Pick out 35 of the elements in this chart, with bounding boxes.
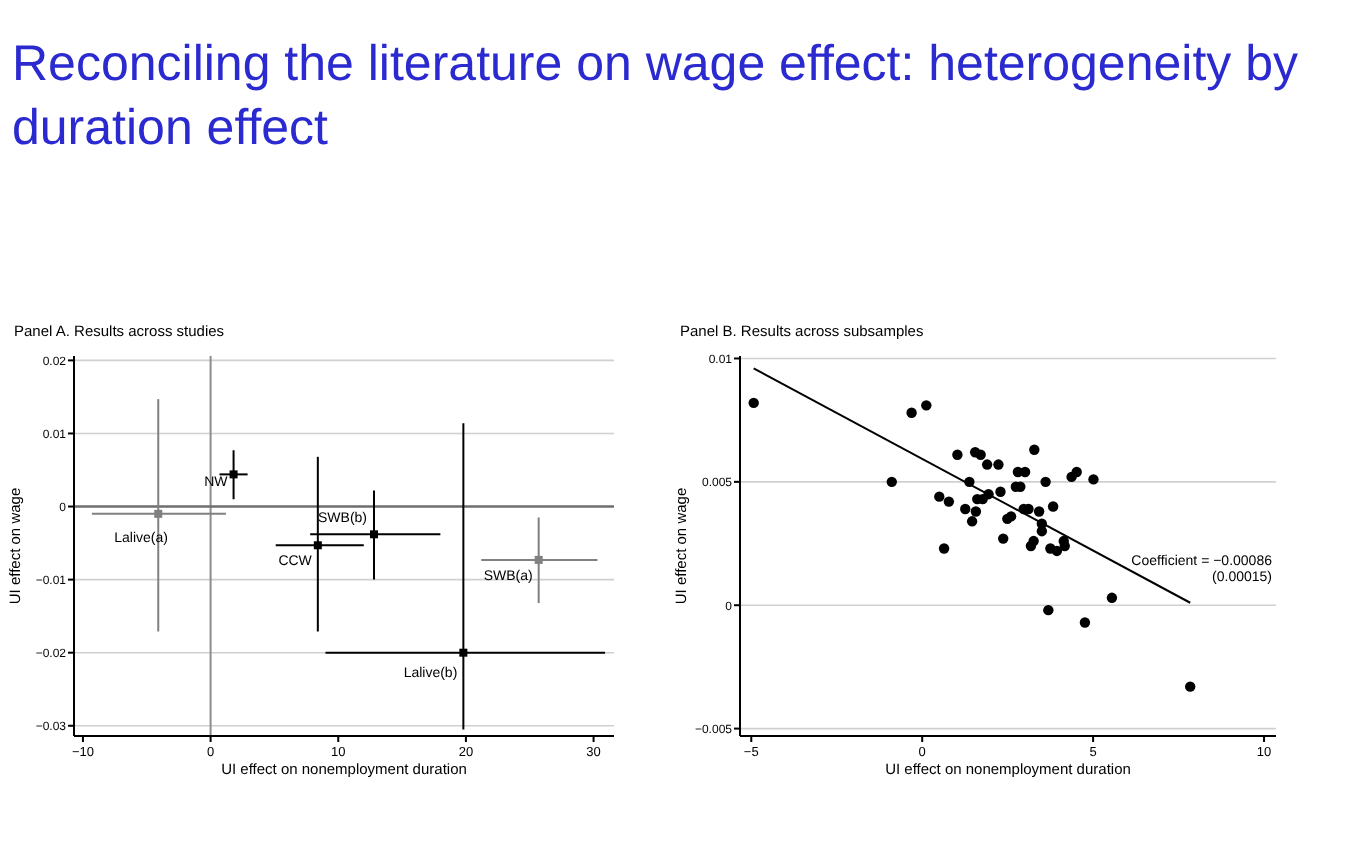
point bbox=[966, 516, 978, 527]
point bbox=[934, 491, 945, 502]
point bbox=[921, 400, 932, 411]
chart-title: Reconciling the literature on wage effect: heterogeneity by duration effect bbox=[12, 36, 1299, 156]
point bbox=[952, 449, 963, 460]
point bbox=[1051, 545, 1063, 557]
point bbox=[906, 407, 917, 418]
point bbox=[370, 530, 378, 539]
point bbox=[981, 459, 993, 470]
point bbox=[229, 470, 238, 479]
point bbox=[459, 648, 468, 657]
point bbox=[154, 509, 163, 518]
point bbox=[975, 449, 986, 460]
point bbox=[1047, 501, 1059, 512]
point bbox=[1071, 466, 1082, 478]
point bbox=[748, 397, 759, 409]
point bbox=[1106, 592, 1118, 604]
point bbox=[938, 543, 950, 554]
point bbox=[1185, 681, 1196, 692]
point bbox=[1029, 444, 1040, 455]
point bbox=[886, 476, 897, 488]
point bbox=[993, 459, 1004, 470]
point bbox=[1043, 604, 1054, 616]
point bbox=[1088, 474, 1099, 485]
point bbox=[970, 506, 982, 517]
point bbox=[1028, 535, 1039, 547]
point bbox=[1079, 617, 1091, 628]
point bbox=[534, 555, 543, 564]
point bbox=[943, 496, 955, 507]
point bbox=[995, 486, 1006, 497]
point bbox=[960, 503, 971, 515]
point bbox=[1040, 476, 1051, 488]
point bbox=[313, 541, 322, 550]
point bbox=[1033, 506, 1045, 517]
point bbox=[998, 533, 1009, 544]
